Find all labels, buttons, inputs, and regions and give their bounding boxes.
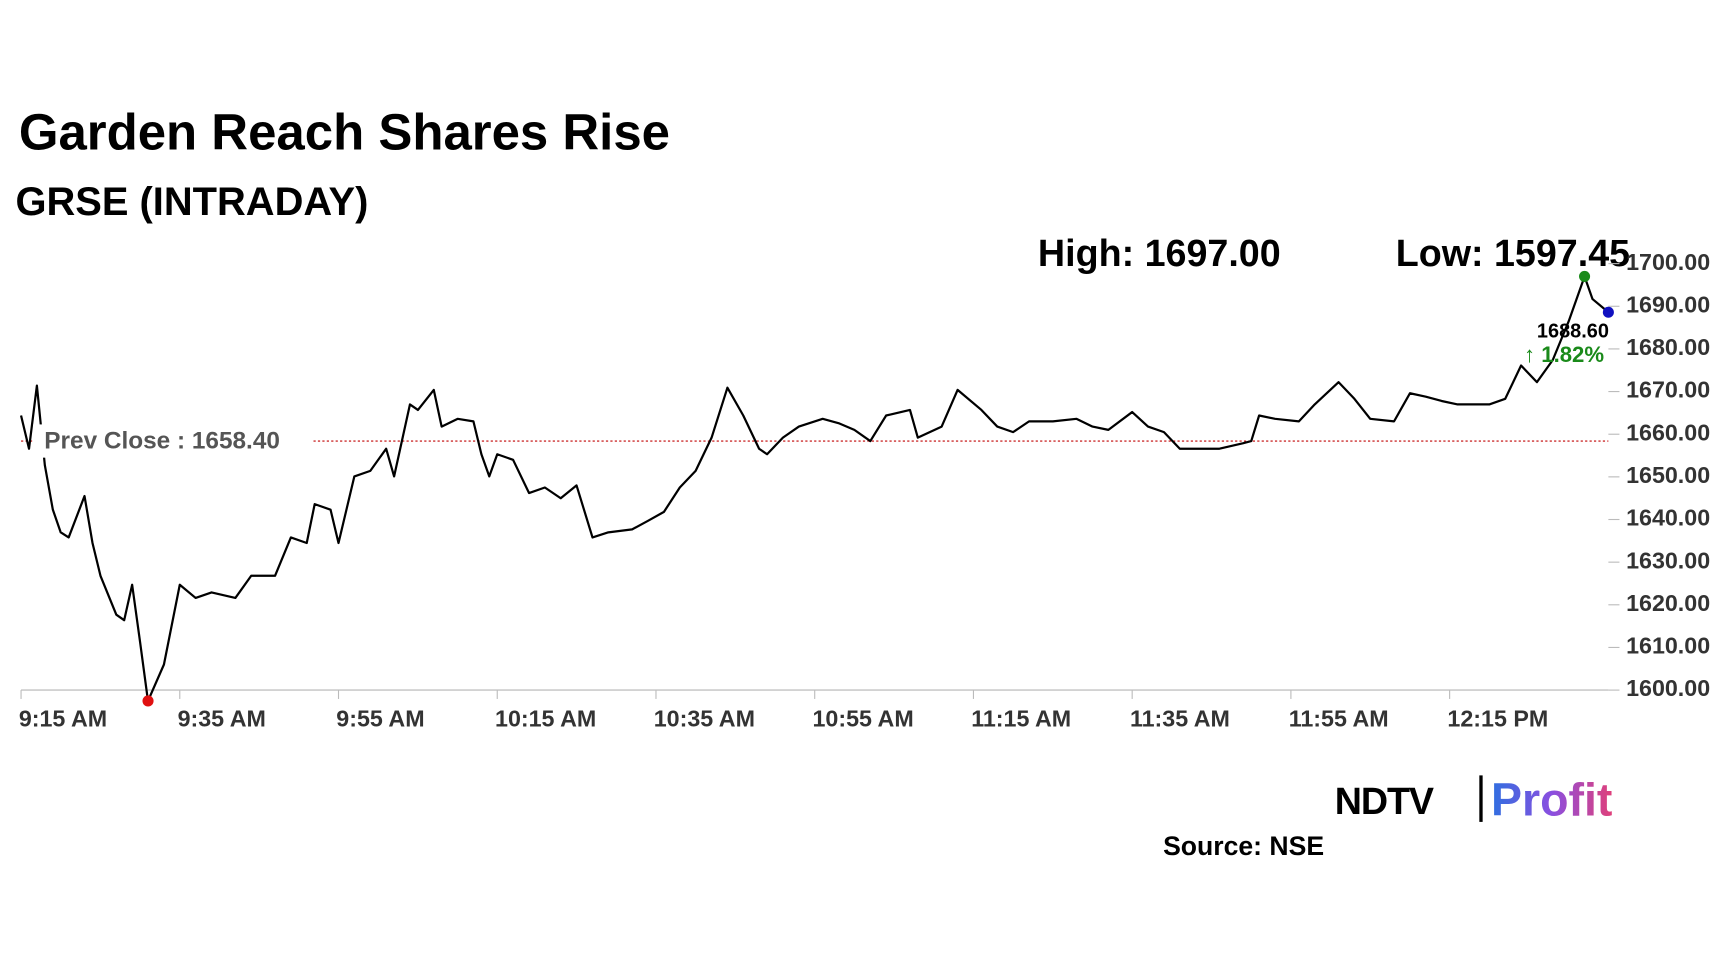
y-tick-label: 1690.00 bbox=[1626, 291, 1710, 317]
low-marker bbox=[142, 695, 154, 707]
y-tick-label: 1650.00 bbox=[1626, 462, 1710, 488]
y-tick-label: 1670.00 bbox=[1626, 377, 1710, 403]
x-tick-label: 10:15 AM bbox=[495, 706, 596, 732]
x-tick-label: 11:55 AM bbox=[1289, 706, 1389, 732]
low-label: Low: 1597.45 bbox=[1396, 232, 1630, 274]
source: Source: NSE bbox=[1163, 831, 1324, 861]
y-tick-label: 1660.00 bbox=[1626, 419, 1710, 445]
x-tick-label: 11:35 AM bbox=[1130, 706, 1230, 732]
y-tick-label: 1600.00 bbox=[1626, 675, 1710, 701]
price-line bbox=[19, 275, 1610, 703]
logo-brand: NDTV bbox=[1335, 780, 1434, 822]
x-tick-label: 11:15 AM bbox=[971, 706, 1071, 732]
y-tick-label: 1700.00 bbox=[1626, 249, 1710, 275]
last-marker bbox=[1602, 306, 1614, 318]
x-tick-label: 10:35 AM bbox=[654, 706, 755, 732]
last-price-label: 1688.60 bbox=[1537, 321, 1609, 343]
high-marker bbox=[1579, 270, 1591, 282]
change-label: ↑ 1.82% bbox=[1524, 342, 1604, 367]
x-tick-label: 9:55 AM bbox=[336, 706, 424, 732]
y-tick-label: 1620.00 bbox=[1626, 590, 1710, 616]
high-label: High: 1697.00 bbox=[1038, 232, 1281, 274]
y-tick-label: 1680.00 bbox=[1626, 334, 1710, 360]
y-tick-label: 1630.00 bbox=[1626, 547, 1710, 573]
y-tick-label: 1640.00 bbox=[1626, 505, 1710, 531]
logo-product: Profit bbox=[1491, 773, 1612, 825]
prev-close-bg bbox=[33, 424, 314, 458]
prev-close-label: Prev Close : 1658.40 bbox=[44, 428, 280, 455]
x-tick-label: 10:55 AM bbox=[812, 706, 913, 732]
y-tick-label: 1610.00 bbox=[1626, 633, 1710, 659]
chart-subtitle: GRSE (INTRADAY) bbox=[16, 180, 369, 224]
x-tick-label: 9:15 AM bbox=[19, 706, 107, 732]
x-tick-label: 9:35 AM bbox=[178, 706, 266, 732]
chart-title: Garden Reach Shares Rise bbox=[19, 104, 670, 161]
x-tick-label: 12:15 PM bbox=[1447, 706, 1548, 732]
